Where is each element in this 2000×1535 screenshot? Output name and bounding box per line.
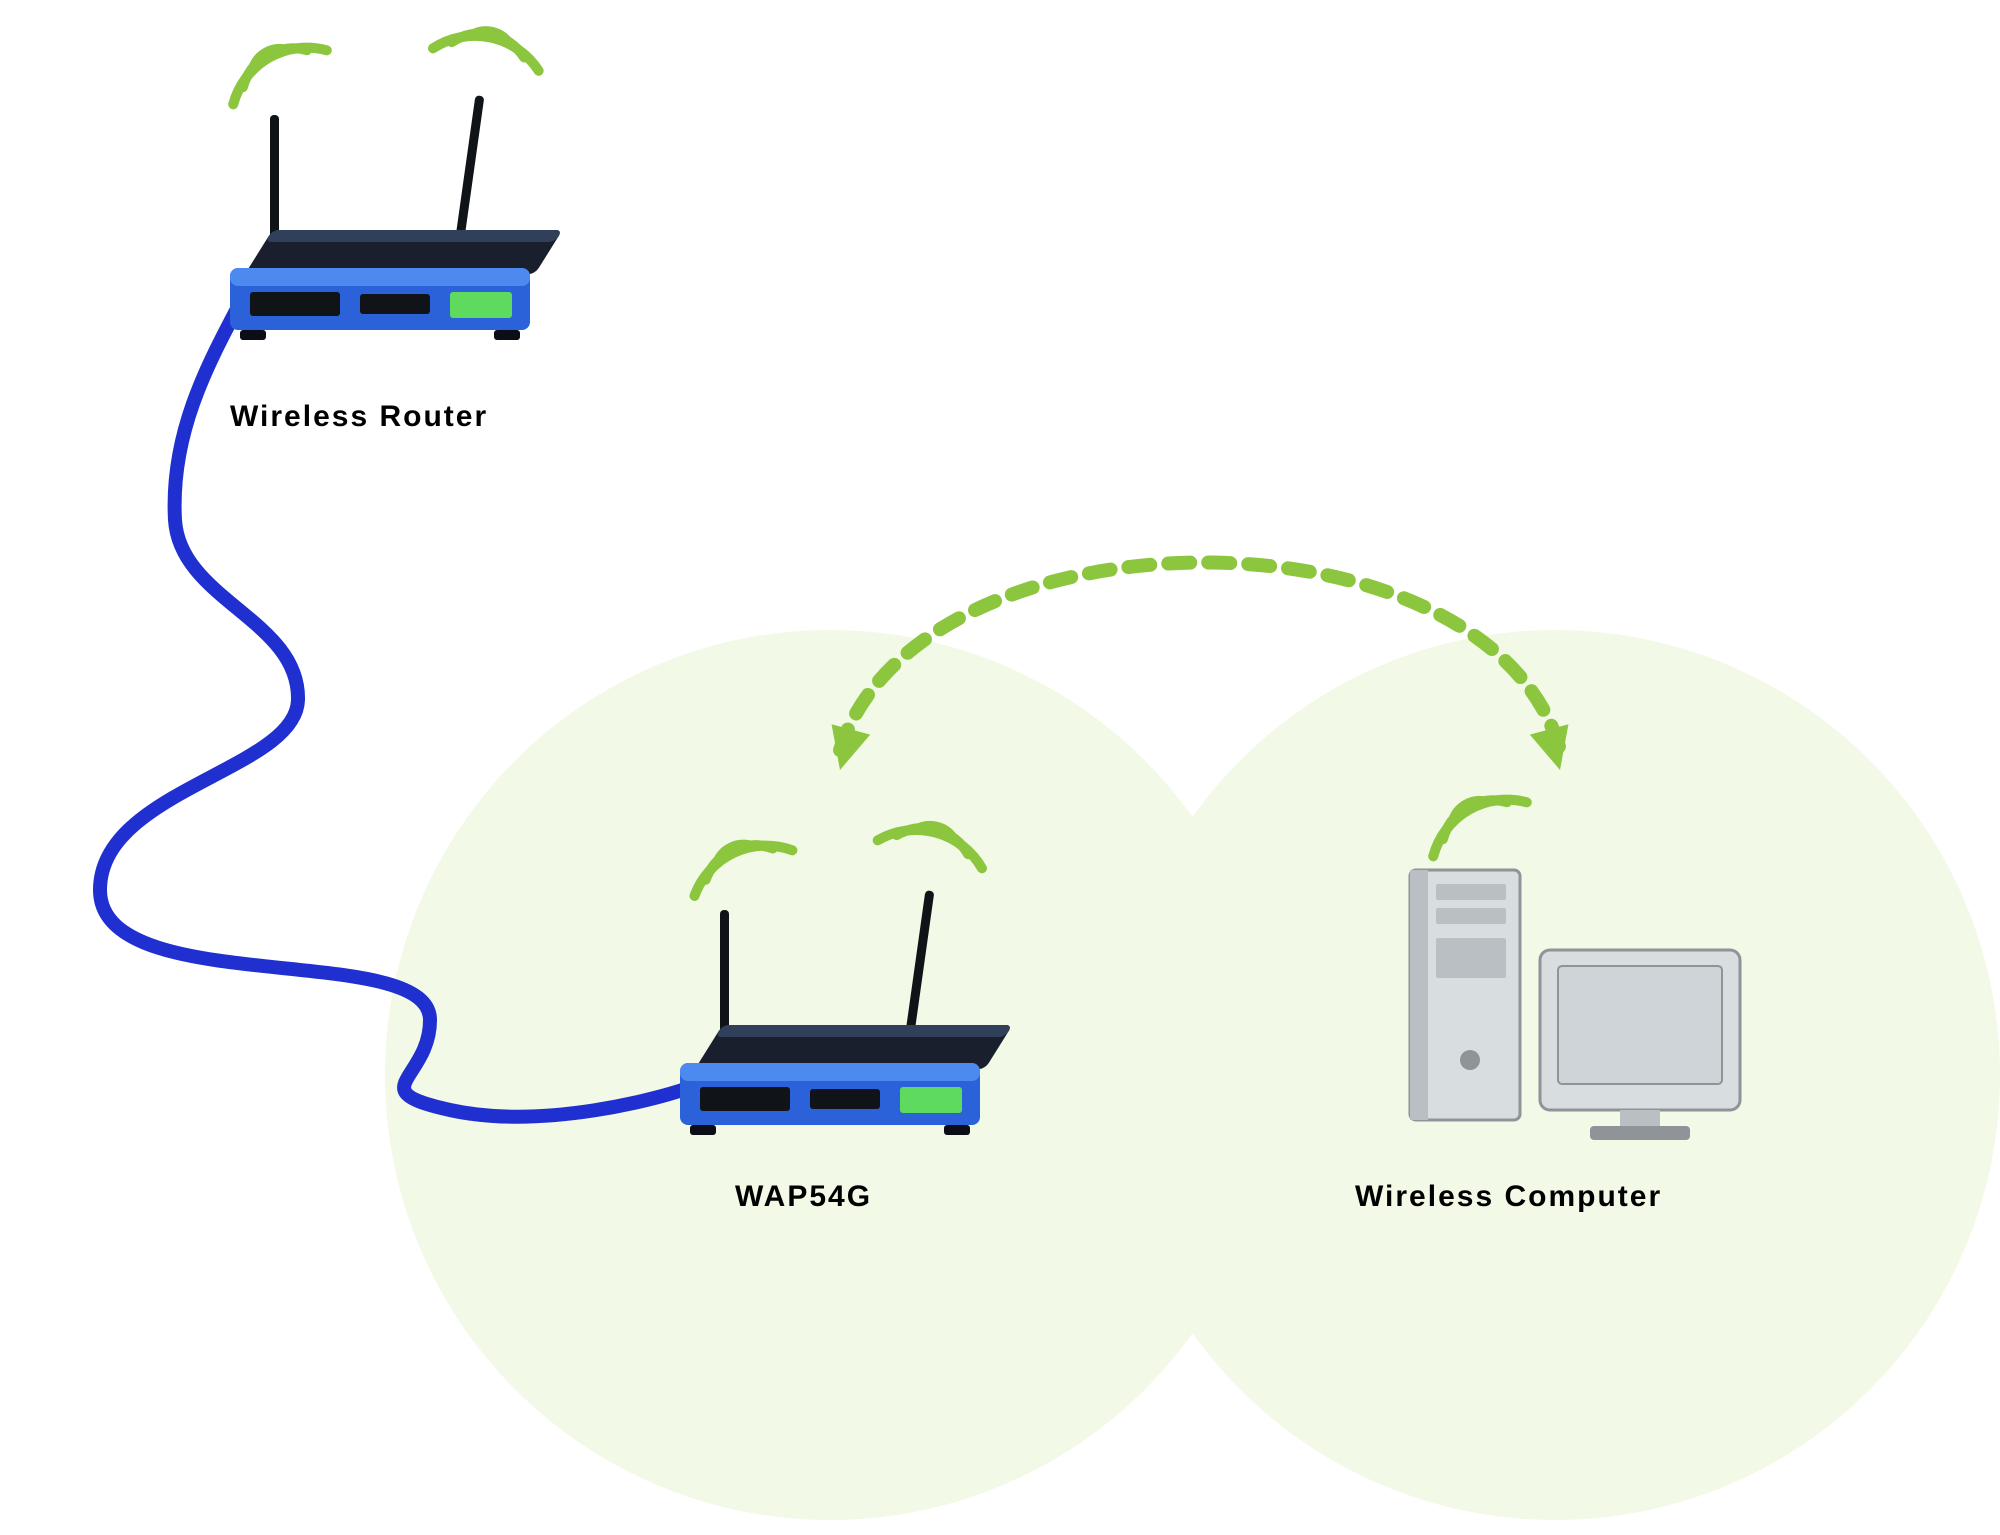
wireless-router-label: Wireless Router xyxy=(230,400,488,434)
signal-icon xyxy=(433,21,545,71)
network-diagram xyxy=(0,0,2000,1535)
router-icon xyxy=(230,95,562,340)
wap54g-label: WAP54G xyxy=(735,1180,872,1214)
signal-icon xyxy=(219,26,327,105)
wireless-computer-label: Wireless Computer xyxy=(1355,1180,1662,1214)
wireless-router-node xyxy=(219,21,562,340)
range-circles xyxy=(385,630,2000,1520)
